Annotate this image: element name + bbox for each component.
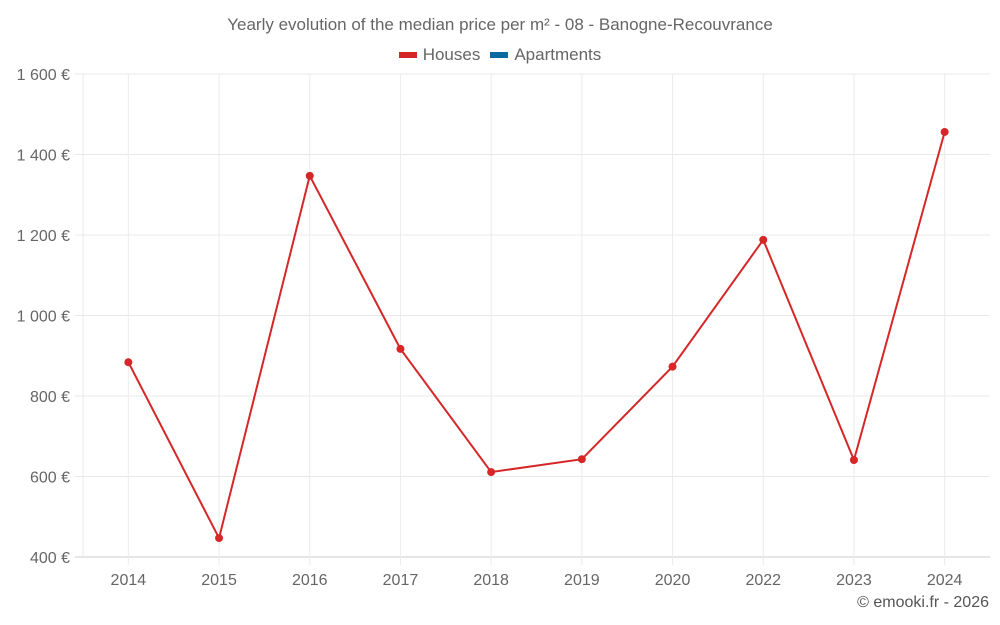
y-tick-label: 1 400 € bbox=[17, 148, 70, 165]
legend-label-houses: Houses bbox=[422, 45, 481, 64]
x-tick-label: 2019 bbox=[564, 572, 600, 589]
x-tick-label: 2015 bbox=[201, 572, 237, 589]
chart-title: Yearly evolution of the median price per… bbox=[227, 15, 773, 34]
series-line-houses bbox=[127, 131, 946, 541]
x-tick-label: 2014 bbox=[111, 572, 147, 589]
x-tick-label: 2020 bbox=[655, 572, 691, 589]
legend-item-apartments[interactable]: Apartments bbox=[490, 45, 601, 65]
data-point[interactable] bbox=[396, 344, 405, 353]
data-point[interactable] bbox=[759, 235, 768, 244]
y-tick-label: 1 200 € bbox=[17, 228, 70, 245]
legend-label-apartments: Apartments bbox=[514, 45, 602, 64]
data-point[interactable] bbox=[215, 534, 224, 543]
data-point[interactable] bbox=[577, 455, 586, 464]
x-tick-label: 2023 bbox=[836, 572, 872, 589]
legend: Houses Apartments bbox=[0, 45, 1000, 65]
x-tick-label: 2022 bbox=[745, 572, 781, 589]
x-tick-label: 2016 bbox=[292, 572, 328, 589]
data-point[interactable] bbox=[124, 358, 133, 367]
data-point[interactable] bbox=[487, 468, 496, 477]
x-tick-label: 2018 bbox=[473, 572, 509, 589]
data-point[interactable] bbox=[668, 362, 677, 371]
data-point[interactable] bbox=[940, 127, 949, 136]
data-point[interactable] bbox=[849, 455, 858, 464]
y-tick-label: 400 € bbox=[30, 550, 70, 567]
houses-swatch-icon bbox=[398, 52, 417, 58]
x-tick-label: 2017 bbox=[383, 572, 419, 589]
y-tick-label: 600 € bbox=[30, 470, 70, 487]
y-tick-label: 1 000 € bbox=[17, 309, 70, 326]
apartments-swatch-icon bbox=[490, 52, 509, 58]
y-tick-label: 800 € bbox=[30, 389, 70, 406]
y-tick-label: 1 600 € bbox=[17, 67, 70, 84]
legend-item-houses[interactable]: Houses bbox=[398, 45, 481, 65]
data-point[interactable] bbox=[305, 171, 314, 180]
x-tick-label: 2024 bbox=[927, 572, 963, 589]
credit-text: © emooki.fr - 2026 bbox=[857, 594, 989, 611]
